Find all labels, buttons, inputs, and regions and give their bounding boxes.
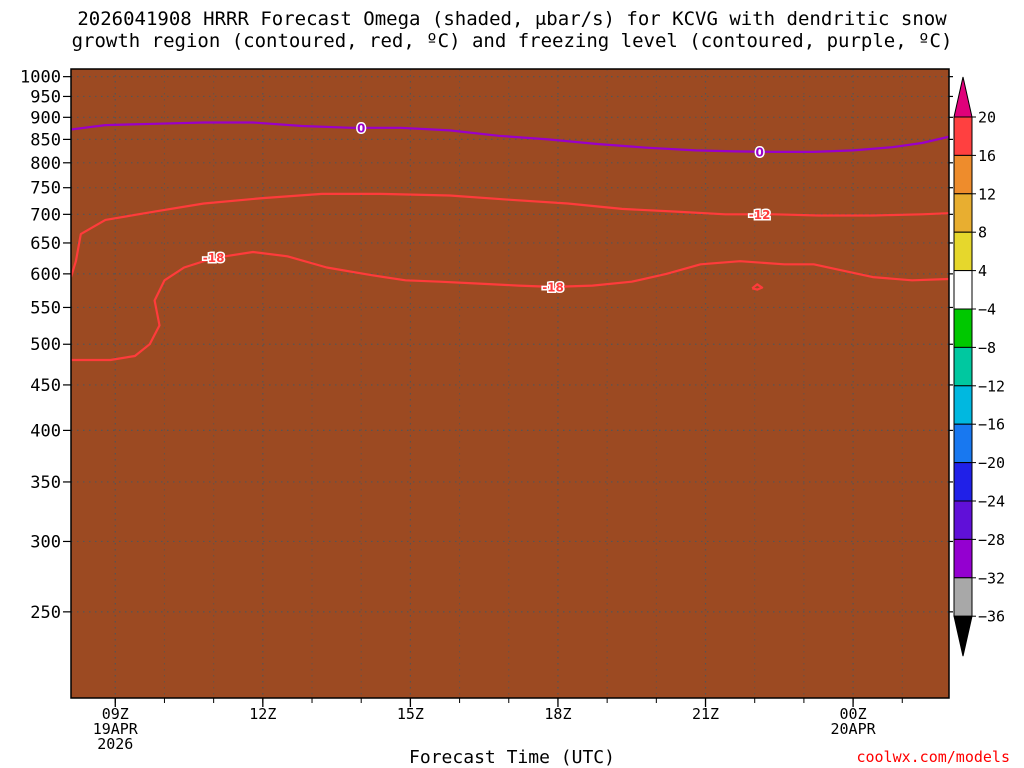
contour-dgz-minus18-dot bbox=[751, 283, 764, 291]
colorbar-label: −20 bbox=[978, 454, 1005, 472]
contour-freezing-level bbox=[71, 121, 949, 153]
x-tick-label-12Z: 12Z bbox=[249, 705, 276, 723]
colorbar-bin bbox=[953, 193, 973, 233]
colorbar-label: −28 bbox=[978, 531, 1005, 549]
contour-dgz-minus18 bbox=[71, 250, 949, 362]
y-tick-label-750: 750 bbox=[30, 179, 61, 199]
credit-link[interactable]: coolwx.com/models bbox=[856, 748, 1010, 766]
colorbar-bin bbox=[953, 308, 973, 348]
colorbar-bin bbox=[953, 231, 973, 272]
y-tick-label-700: 700 bbox=[30, 205, 61, 225]
colorbar-label: −12 bbox=[978, 377, 1005, 395]
y-tick-label-500: 500 bbox=[30, 335, 61, 355]
x-tick-label-09Z: 09Z bbox=[102, 705, 129, 723]
colorbar-label: 12 bbox=[978, 185, 996, 203]
x-tick-label-18Z: 18Z bbox=[544, 705, 571, 723]
colorbar-bin bbox=[953, 116, 973, 156]
contour-label-dgz-minus12: -12 bbox=[749, 208, 771, 222]
colorbar-bin bbox=[953, 462, 973, 502]
x-tick-label-15Z: 15Z bbox=[397, 705, 424, 723]
colorbar-bin bbox=[953, 423, 973, 464]
colorbar: 20 16 12 8 4 −4 −8 −12 −16 −20 −24 −28 −32 −36 bbox=[953, 76, 1005, 657]
ground-layer bbox=[71, 68, 949, 698]
contour-dgz-minus12 bbox=[71, 192, 949, 278]
colorbar-label: −4 bbox=[978, 301, 996, 319]
y-tick-label-450: 450 bbox=[30, 376, 61, 396]
colorbar-bin bbox=[953, 346, 973, 387]
y-tick-label-900: 900 bbox=[30, 108, 61, 128]
x-tick-date-20APR: 20APR bbox=[831, 720, 877, 738]
y-tick-label-600: 600 bbox=[30, 265, 61, 285]
chart-title: 2026041908 HRRR Forecast Omega (shaded, … bbox=[0, 8, 1024, 52]
plot-border bbox=[70, 68, 950, 699]
ground-fill bbox=[71, 68, 949, 698]
colorbar-bin bbox=[953, 154, 973, 195]
x-tick-year: 2026 bbox=[97, 735, 133, 753]
y-tick-label-300: 300 bbox=[30, 532, 61, 552]
colorbar-bin bbox=[953, 577, 973, 617]
title-line-2: growth region (contoured, red, ºC) and f… bbox=[71, 30, 953, 52]
contour-label-freezing-level: 0 bbox=[357, 121, 365, 135]
y-tick-label-950: 950 bbox=[30, 87, 61, 107]
colorbar-label: −8 bbox=[978, 339, 996, 357]
title-line-1: 2026041908 HRRR Forecast Omega (shaded, … bbox=[77, 8, 947, 30]
colorbar-label: 16 bbox=[978, 147, 996, 165]
y-axis: 2503003504004505005506006507007508008509… bbox=[20, 68, 953, 623]
y-tick-label-250: 250 bbox=[30, 603, 61, 623]
contour-label-dgz-minus18: -18 bbox=[542, 280, 564, 294]
colorbar-bin bbox=[953, 538, 973, 579]
x-tick-label-21Z: 21Z bbox=[692, 705, 719, 723]
colorbar-bin bbox=[953, 270, 973, 310]
y-tick-label-850: 850 bbox=[30, 130, 61, 150]
y-tick-label-800: 800 bbox=[30, 154, 61, 174]
contour-label-dgz-minus18: -18 bbox=[203, 251, 225, 265]
x-tick-label-00Z: 00Z bbox=[840, 705, 867, 723]
plot-frame bbox=[70, 68, 950, 699]
colorbar-bin bbox=[953, 500, 973, 540]
y-tick-label-350: 350 bbox=[30, 473, 61, 493]
x-tick-date-19APR: 19APR bbox=[93, 720, 139, 738]
colorbar-label: 8 bbox=[978, 224, 987, 242]
colorbar-label: −32 bbox=[978, 569, 1005, 587]
y-tick-label-1000: 1000 bbox=[20, 68, 61, 88]
y-tick-label-400: 400 bbox=[30, 421, 61, 441]
colorbar-label: −16 bbox=[978, 416, 1005, 434]
colorbar-label: 20 bbox=[978, 109, 996, 127]
contour-lines: -18 -18 -12 0 0 bbox=[71, 120, 949, 362]
colorbar-bin bbox=[953, 385, 973, 425]
x-axis-label: Forecast Time (UTC) bbox=[409, 747, 615, 768]
colorbar-label: −36 bbox=[978, 608, 1005, 626]
y-tick-label-550: 550 bbox=[30, 298, 61, 318]
grid-lines bbox=[71, 69, 949, 698]
colorbar-label: 4 bbox=[978, 262, 987, 280]
colorbar-label: −24 bbox=[978, 493, 1005, 511]
contour-label-freezing-level: 0 bbox=[755, 145, 763, 159]
colorbar-arrow-bottom bbox=[953, 615, 973, 657]
y-tick-label-650: 650 bbox=[30, 234, 61, 254]
colorbar-arrow-top bbox=[953, 76, 973, 118]
